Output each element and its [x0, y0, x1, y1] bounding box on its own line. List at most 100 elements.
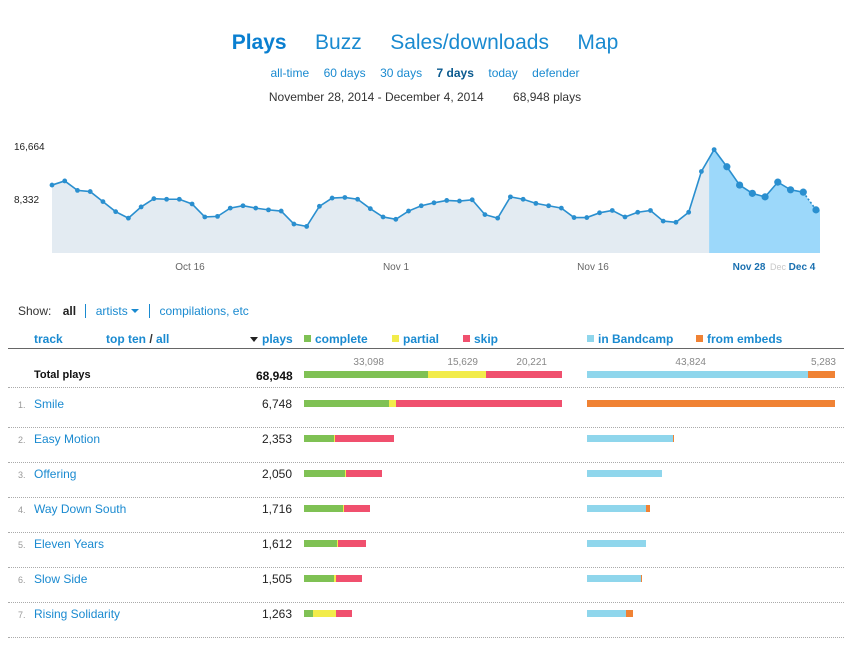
- range-all-time[interactable]: all-time: [270, 66, 310, 80]
- data-point[interactable]: [761, 193, 769, 201]
- data-point[interactable]: [444, 198, 450, 203]
- data-point[interactable]: [609, 208, 615, 213]
- data-point[interactable]: [546, 203, 551, 209]
- track-link[interactable]: Offering: [34, 467, 77, 481]
- data-point[interactable]: [723, 163, 731, 171]
- data-point[interactable]: [100, 199, 106, 205]
- table-row: 3. Offering 2,050: [0, 463, 850, 498]
- track-link[interactable]: Slow Side: [34, 572, 88, 586]
- header-all[interactable]: all: [156, 332, 170, 346]
- partial-bar: [333, 575, 336, 582]
- data-point[interactable]: [533, 200, 539, 206]
- header-plays[interactable]: plays: [250, 332, 293, 346]
- track-link[interactable]: Easy Motion: [34, 432, 101, 446]
- data-point[interactable]: [558, 205, 564, 211]
- header-track[interactable]: track: [34, 332, 63, 346]
- filter-all[interactable]: all: [62, 303, 77, 318]
- data-point[interactable]: [786, 186, 795, 194]
- tab-sales-downloads[interactable]: Sales/downloads: [390, 31, 549, 54]
- data-point[interactable]: [648, 208, 653, 213]
- data-point[interactable]: [571, 215, 577, 220]
- data-point[interactable]: [164, 196, 170, 202]
- data-point[interactable]: [597, 210, 602, 216]
- data-point[interactable]: [176, 196, 182, 202]
- data-point[interactable]: [278, 208, 284, 214]
- track-link[interactable]: Eleven Years: [34, 537, 105, 551]
- filter-artists[interactable]: artists: [96, 303, 139, 318]
- data-point[interactable]: [291, 221, 297, 227]
- data-point[interactable]: [125, 215, 131, 221]
- data-point[interactable]: [266, 207, 271, 213]
- data-point[interactable]: [736, 181, 744, 189]
- track-link[interactable]: Rising Solidarity: [34, 607, 121, 621]
- data-point[interactable]: [380, 214, 386, 220]
- data-point[interactable]: [469, 197, 475, 203]
- data-point[interactable]: [189, 201, 195, 207]
- data-point[interactable]: [151, 196, 157, 202]
- tab-buzz[interactable]: Buzz: [315, 31, 362, 54]
- data-point[interactable]: [520, 196, 526, 202]
- skip-bar: [335, 575, 362, 582]
- track-link[interactable]: Way Down South: [34, 502, 127, 516]
- range-30-days[interactable]: 30 days: [380, 66, 423, 80]
- data-point[interactable]: [673, 219, 679, 225]
- range-defender[interactable]: defender: [532, 66, 580, 80]
- partial-bar: [336, 540, 338, 547]
- row-divider: [8, 567, 844, 568]
- data-point[interactable]: [227, 205, 233, 211]
- range-7-days[interactable]: 7 days: [436, 66, 474, 80]
- data-point[interactable]: [367, 206, 373, 212]
- data-point[interactable]: [329, 195, 335, 201]
- row-divider: [8, 462, 844, 463]
- data-point[interactable]: [711, 147, 717, 153]
- track-plays: 6,748: [261, 397, 292, 411]
- data-point[interactable]: [406, 208, 411, 214]
- data-point[interactable]: [495, 215, 501, 221]
- data-point[interactable]: [418, 203, 424, 209]
- complete-swatch-icon: [304, 335, 311, 342]
- data-point[interactable]: [431, 200, 437, 206]
- selected-range-area[interactable]: [709, 149, 820, 253]
- plays-chart[interactable]: [0, 0, 850, 300]
- data-point[interactable]: [304, 224, 310, 229]
- data-point[interactable]: [774, 178, 782, 186]
- data-point[interactable]: [240, 203, 246, 209]
- range-today[interactable]: today: [488, 66, 518, 80]
- data-point[interactable]: [508, 194, 513, 200]
- header-top-ten[interactable]: top ten: [106, 332, 146, 346]
- data-point[interactable]: [113, 209, 119, 215]
- legend-complete-label: complete: [315, 332, 368, 346]
- data-point[interactable]: [622, 214, 628, 220]
- filter-compilations[interactable]: compilations, etc: [159, 303, 249, 318]
- data-point[interactable]: [215, 213, 220, 219]
- data-point[interactable]: [253, 205, 259, 211]
- track-link[interactable]: Smile: [34, 397, 65, 411]
- data-point[interactable]: [87, 189, 93, 194]
- data-point[interactable]: [62, 178, 68, 184]
- data-point[interactable]: [138, 204, 144, 210]
- data-point[interactable]: [49, 182, 55, 188]
- data-point[interactable]: [799, 188, 807, 196]
- data-point[interactable]: [75, 187, 80, 193]
- data-point[interactable]: [342, 195, 348, 200]
- row-divider: [8, 427, 844, 428]
- data-point[interactable]: [699, 169, 704, 174]
- data-point[interactable]: [812, 206, 820, 214]
- data-point[interactable]: [393, 216, 399, 222]
- data-point[interactable]: [457, 198, 462, 204]
- tab-map[interactable]: Map: [577, 31, 619, 54]
- data-point[interactable]: [686, 209, 692, 215]
- data-point[interactable]: [584, 215, 590, 220]
- data-point[interactable]: [482, 212, 488, 218]
- data-point[interactable]: [202, 214, 208, 220]
- range-60-days[interactable]: 60 days: [323, 66, 366, 80]
- filter-row: Show: all artists compilations, etc: [18, 303, 256, 318]
- tab-plays[interactable]: Plays: [231, 31, 287, 54]
- skip-bar: [396, 400, 562, 407]
- data-point[interactable]: [748, 189, 756, 197]
- data-point[interactable]: [317, 203, 322, 209]
- data-point[interactable]: [635, 209, 641, 215]
- bandcamp-bar: [587, 610, 627, 617]
- data-point[interactable]: [355, 196, 360, 202]
- data-point[interactable]: [660, 218, 666, 224]
